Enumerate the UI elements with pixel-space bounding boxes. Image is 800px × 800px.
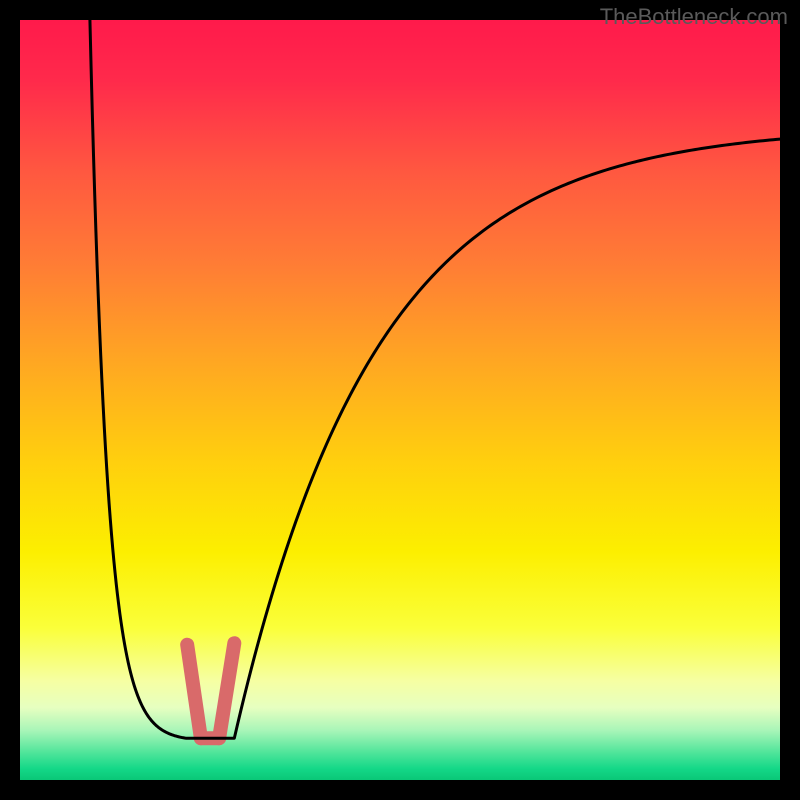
watermark-text: TheBottleneck.com bbox=[600, 4, 788, 30]
bottleneck-curve bbox=[90, 20, 780, 738]
plot-area bbox=[20, 20, 780, 780]
highlight-left-segment bbox=[187, 645, 201, 738]
curve-layer bbox=[20, 20, 780, 780]
highlight-right-segment bbox=[219, 643, 234, 738]
